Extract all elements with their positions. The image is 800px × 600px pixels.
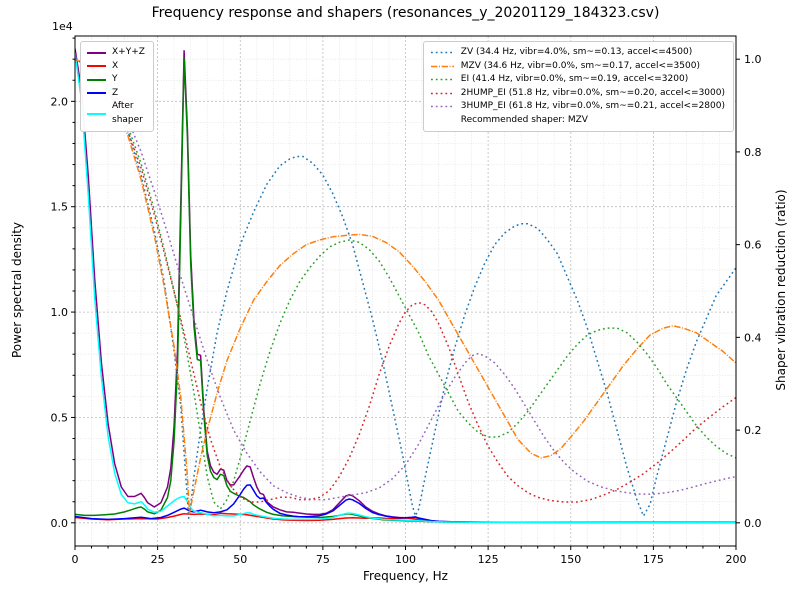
tick-labels: 0 25 50 75 100 125 150 175 200 0.0 0.5 1.0 1.5 2.0 0.0… bbox=[51, 53, 762, 566]
svg-text:1.0: 1.0 bbox=[51, 306, 69, 319]
svg-text:0.8: 0.8 bbox=[744, 146, 762, 159]
legend-label: 2HUMP_EI (51.8 Hz, vibr=0.0%, sm~=0.20, … bbox=[460, 87, 725, 98]
legend-label: 3HUMP_EI (61.8 Hz, vibr=0.0%, sm~=0.21, … bbox=[460, 101, 725, 111]
legend-label: X+Y+Z bbox=[112, 47, 145, 57]
svg-text:75: 75 bbox=[316, 553, 330, 566]
y-axis-label-right: Shaper vibration reduction (ratio) bbox=[774, 189, 788, 391]
svg-text:1.0: 1.0 bbox=[744, 53, 762, 66]
legend-line-swatch bbox=[87, 78, 106, 81]
svg-text:150: 150 bbox=[560, 553, 581, 566]
legend-item: Z bbox=[87, 87, 145, 101]
svg-text:0.4: 0.4 bbox=[744, 331, 762, 344]
svg-text:25: 25 bbox=[151, 553, 165, 566]
legend-line-swatch bbox=[430, 52, 454, 54]
legend-label: EI (41.4 Hz, vibr=0.0%, sm~=0.19, accel<… bbox=[460, 74, 689, 84]
svg-text:0.2: 0.2 bbox=[744, 424, 762, 437]
legend-label: ZV (34.4 Hz, vibr=4.0%, sm~=0.13, accel<… bbox=[460, 47, 693, 57]
legend-line-swatch bbox=[87, 112, 106, 115]
legend-line-swatch bbox=[430, 92, 454, 94]
legend-item: ZV (34.4 Hz, vibr=4.0%, sm~=0.13, accel<… bbox=[430, 46, 725, 60]
svg-text:1.5: 1.5 bbox=[51, 201, 69, 214]
svg-text:0.0: 0.0 bbox=[744, 517, 762, 530]
legend-line-swatch bbox=[87, 65, 106, 68]
legend-line-swatch bbox=[430, 106, 454, 108]
svg-text:0: 0 bbox=[72, 553, 79, 566]
y-axis-offset-text: 1e4 bbox=[52, 20, 73, 33]
psd-series bbox=[75, 48, 736, 524]
legend-label: MZV (34.6 Hz, vibr=0.0%, sm~=0.17, accel… bbox=[460, 60, 700, 71]
legend-line-swatch bbox=[87, 51, 106, 54]
legend-item: After shaper bbox=[87, 100, 145, 127]
chart-title: Frequency response and shapers (resonanc… bbox=[151, 5, 660, 21]
svg-text:125: 125 bbox=[478, 553, 499, 566]
legend-item: Y bbox=[87, 73, 145, 87]
ticks bbox=[71, 37, 740, 550]
svg-text:175: 175 bbox=[643, 553, 664, 566]
legend-line-swatch bbox=[87, 92, 106, 95]
legend-label: Z bbox=[112, 87, 119, 98]
shaper-series bbox=[75, 58, 736, 519]
legend-label: After shaper bbox=[112, 101, 143, 125]
y-axis-label-left: Power spectral density bbox=[10, 221, 24, 359]
svg-text:0.0: 0.0 bbox=[51, 517, 69, 530]
svg-text:0.6: 0.6 bbox=[744, 239, 762, 252]
legend-item: MZV (34.6 Hz, vibr=0.0%, sm~=0.17, accel… bbox=[430, 60, 725, 74]
x-axis-label: Frequency, Hz bbox=[363, 569, 448, 583]
legend-item: X+Y+Z bbox=[87, 46, 145, 60]
legend-line-swatch bbox=[430, 79, 454, 81]
legend-item: 3HUMP_EI (61.8 Hz, vibr=0.0%, sm~=0.21, … bbox=[430, 100, 725, 114]
legend-label: Y bbox=[112, 74, 118, 84]
svg-text:0.5: 0.5 bbox=[51, 411, 69, 424]
svg-text:2.0: 2.0 bbox=[51, 95, 69, 108]
legend-item: 2HUMP_EI (51.8 Hz, vibr=0.0%, sm~=0.20, … bbox=[430, 87, 725, 101]
svg-text:200: 200 bbox=[726, 553, 747, 566]
legend-label: X bbox=[112, 60, 119, 71]
legend-item: EI (41.4 Hz, vibr=0.0%, sm~=0.19, accel<… bbox=[430, 73, 725, 87]
legend-psd: X+Y+Z X Y Z After shaper bbox=[80, 41, 154, 132]
legend-line-swatch bbox=[430, 65, 454, 67]
recommended-shaper-note: Recommended shaper: MZV bbox=[460, 114, 588, 125]
legend-shapers: ZV (34.4 Hz, vibr=4.0%, sm~=0.13, accel<… bbox=[422, 41, 734, 132]
legend-item: X bbox=[87, 60, 145, 74]
svg-text:50: 50 bbox=[233, 553, 247, 566]
svg-text:100: 100 bbox=[395, 553, 416, 566]
